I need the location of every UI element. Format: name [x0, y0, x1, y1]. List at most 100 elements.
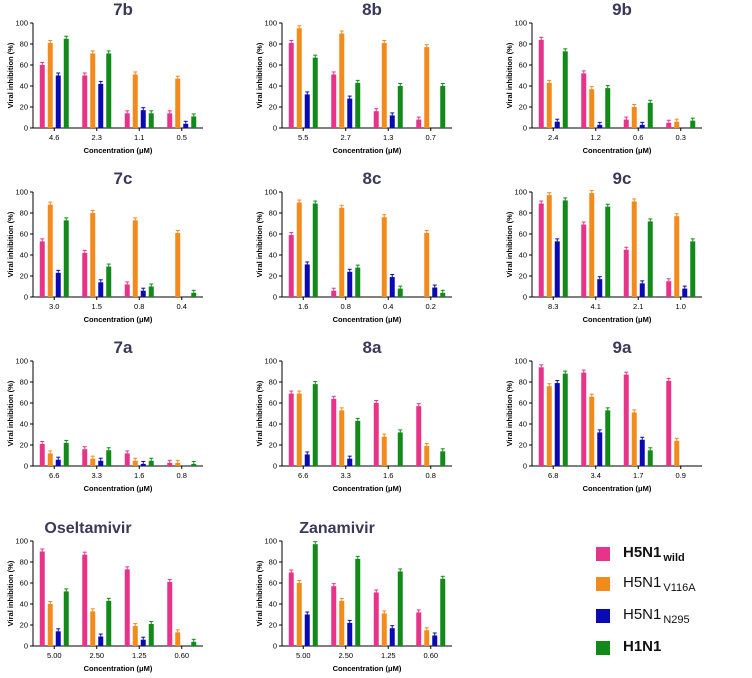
y-axis-label: Viral inhibition (%) [505, 211, 514, 277]
bar-h5n1-v116a [381, 217, 387, 297]
x-tick-label: 0.7 [426, 133, 436, 142]
x-tick-label: 6.6 [298, 471, 308, 480]
bar-h5n1-n295 [639, 439, 645, 466]
bar-h5n1-wild [623, 119, 629, 128]
bar-h1n1 [690, 120, 696, 128]
bar-h5n1-wild [167, 462, 173, 466]
y-tick-label: 100 [15, 188, 28, 197]
chart-title: 9b [612, 0, 632, 19]
bar-h5n1-v116a [674, 216, 680, 297]
bar-h5n1-wild [416, 119, 422, 128]
legend-swatch-h1n1 [596, 641, 610, 655]
bar-h5n1-wild [288, 235, 294, 297]
y-tick-label: 100 [15, 537, 28, 546]
bar-h5n1-wild [288, 572, 294, 646]
bar-h5n1-v116a [132, 626, 138, 646]
x-tick-label: 1.3 [383, 133, 393, 142]
bar-h5n1-n295 [682, 288, 688, 297]
y-tick-label: 100 [264, 188, 277, 197]
y-tick-label: 40 [20, 251, 28, 260]
legend-label-h5n1-wild: H5N1 wild [623, 544, 685, 564]
y-tick-label: 60 [20, 230, 28, 239]
y-tick-label: 40 [519, 82, 527, 91]
bar-h5n1-wild [623, 374, 629, 466]
y-axis-label: Viral inhibition (%) [255, 42, 264, 108]
x-tick-label: 0.2 [426, 302, 436, 311]
y-axis-label: Viral inhibition (%) [255, 560, 264, 626]
y-tick-label: 20 [519, 441, 527, 450]
x-axis-label: Concentration (μM) [583, 484, 652, 493]
chart-7b: 7b 0 20 40 60 80 100 Viral inhibition (%) 4.6 2.3… [6, 0, 203, 155]
x-tick-label: 0.60 [174, 651, 189, 660]
bar-h5n1-n295 [347, 98, 353, 128]
bar-h1n1 [312, 57, 318, 128]
y-tick-label: 60 [519, 399, 527, 408]
bar-h5n1-wild [39, 241, 45, 297]
bar-h1n1 [63, 38, 69, 128]
bar-h5n1-wild [39, 443, 45, 466]
bar-h5n1-v116a [631, 107, 637, 128]
chart-title: 9c [613, 169, 632, 188]
bar-h5n1-n295 [554, 383, 560, 466]
y-tick-label: 0 [273, 642, 277, 651]
bar-h5n1-n295 [432, 635, 438, 646]
bar-h5n1-v116a [424, 446, 430, 466]
bar-h1n1 [355, 82, 361, 128]
bar-h5n1-n295 [597, 279, 603, 297]
x-axis-label: Concentration (μM) [583, 146, 652, 155]
bar-h5n1-v116a [631, 412, 637, 466]
y-tick-label: 20 [20, 272, 28, 281]
bar-h5n1-wild [39, 551, 45, 646]
y-axis-label: Viral inhibition (%) [255, 380, 264, 446]
bar-h5n1-v116a [631, 201, 637, 297]
bar-h5n1-wild [623, 249, 629, 297]
bar-h1n1 [355, 558, 361, 646]
x-tick-label: 5.00 [47, 651, 62, 660]
x-tick-label: 1.6 [134, 471, 144, 480]
chart-9a: 9a 0 20 40 60 80 100 Viral inhibition (%) 6.8 3.4… [505, 338, 702, 493]
x-tick-label: 2.1 [633, 302, 643, 311]
x-tick-label: 2.50 [338, 651, 353, 660]
bar-h5n1-wild [538, 367, 544, 466]
legend: H5N1 wild H5N1 V116A H5N1 N295 H1N1 [596, 540, 746, 660]
bar-h5n1-n295 [304, 264, 310, 297]
bar-h5n1-n295 [347, 458, 353, 466]
y-tick-label: 20 [269, 621, 277, 630]
x-axis-label: Concentration (μM) [84, 315, 153, 324]
legend-label-h1n1: H1N1 [623, 638, 662, 655]
bar-h1n1 [397, 432, 403, 466]
bar-h1n1 [63, 442, 69, 466]
y-tick-label: 0 [523, 293, 527, 302]
x-axis-label: Concentration (μM) [84, 484, 153, 493]
bar-h5n1-wild [416, 612, 422, 646]
legend-swatch-h5n1-v116a [596, 577, 610, 591]
y-tick-label: 20 [20, 103, 28, 112]
x-tick-label: 5.00 [296, 651, 311, 660]
bar-h5n1-wild [82, 75, 88, 128]
chart-9c: 9c 0 20 40 60 80 100 Viral inhibition (%) 8.3 4.1… [505, 169, 702, 324]
bar-h5n1-wild [538, 203, 544, 297]
bar-h5n1-v116a [546, 386, 552, 466]
y-tick-label: 60 [269, 61, 277, 70]
y-tick-label: 100 [264, 19, 277, 28]
y-tick-label: 80 [269, 558, 277, 567]
bar-h5n1-v116a [381, 42, 387, 129]
x-tick-label: 6.6 [49, 471, 59, 480]
x-tick-label: 4.1 [591, 302, 601, 311]
y-tick-label: 0 [273, 293, 277, 302]
y-tick-label: 20 [519, 272, 527, 281]
bar-h1n1 [355, 267, 361, 297]
y-tick-label: 60 [269, 579, 277, 588]
bar-h5n1-v116a [546, 195, 552, 297]
x-tick-label: 3.0 [49, 302, 59, 311]
bar-h5n1-v116a [47, 204, 53, 297]
y-tick-label: 80 [269, 40, 277, 49]
y-tick-label: 40 [269, 420, 277, 429]
y-tick-label: 80 [20, 558, 28, 567]
y-tick-label: 40 [20, 600, 28, 609]
x-tick-label: 2.4 [548, 133, 558, 142]
bar-h5n1-v116a [424, 630, 430, 646]
chart-8c: 8c 0 20 40 60 80 100 Viral inhibition (%) 1.6 0.8… [255, 169, 452, 324]
bar-h5n1-v116a [175, 462, 181, 466]
y-tick-label: 20 [269, 272, 277, 281]
